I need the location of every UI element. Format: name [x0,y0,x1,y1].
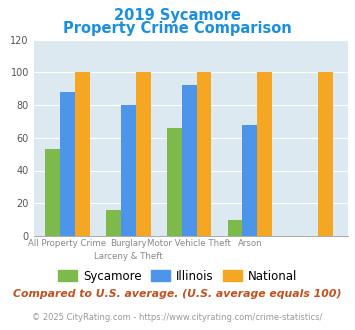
Bar [228,219,242,236]
Bar [257,72,272,236]
Bar [45,149,60,236]
Bar [182,85,197,236]
Bar [121,105,136,236]
Bar [136,72,151,236]
Bar [242,125,257,236]
Text: All Property Crime: All Property Crime [28,239,106,248]
Text: Motor Vehicle Theft: Motor Vehicle Theft [147,239,231,248]
Text: Burglary: Burglary [110,239,147,248]
Bar [197,72,212,236]
Text: Compared to U.S. average. (U.S. average equals 100): Compared to U.S. average. (U.S. average … [13,289,342,299]
Text: Property Crime Comparison: Property Crime Comparison [63,21,292,36]
Text: © 2025 CityRating.com - https://www.cityrating.com/crime-statistics/: © 2025 CityRating.com - https://www.city… [32,313,323,322]
Legend: Sycamore, Illinois, National: Sycamore, Illinois, National [53,265,302,287]
Text: 2019 Sycamore: 2019 Sycamore [114,8,241,23]
Bar [167,128,182,236]
Bar [75,72,90,236]
Bar [318,72,333,236]
Text: Larceny & Theft: Larceny & Theft [94,252,163,261]
Bar [106,210,121,236]
Text: Arson: Arson [237,239,262,248]
Bar [60,92,75,236]
